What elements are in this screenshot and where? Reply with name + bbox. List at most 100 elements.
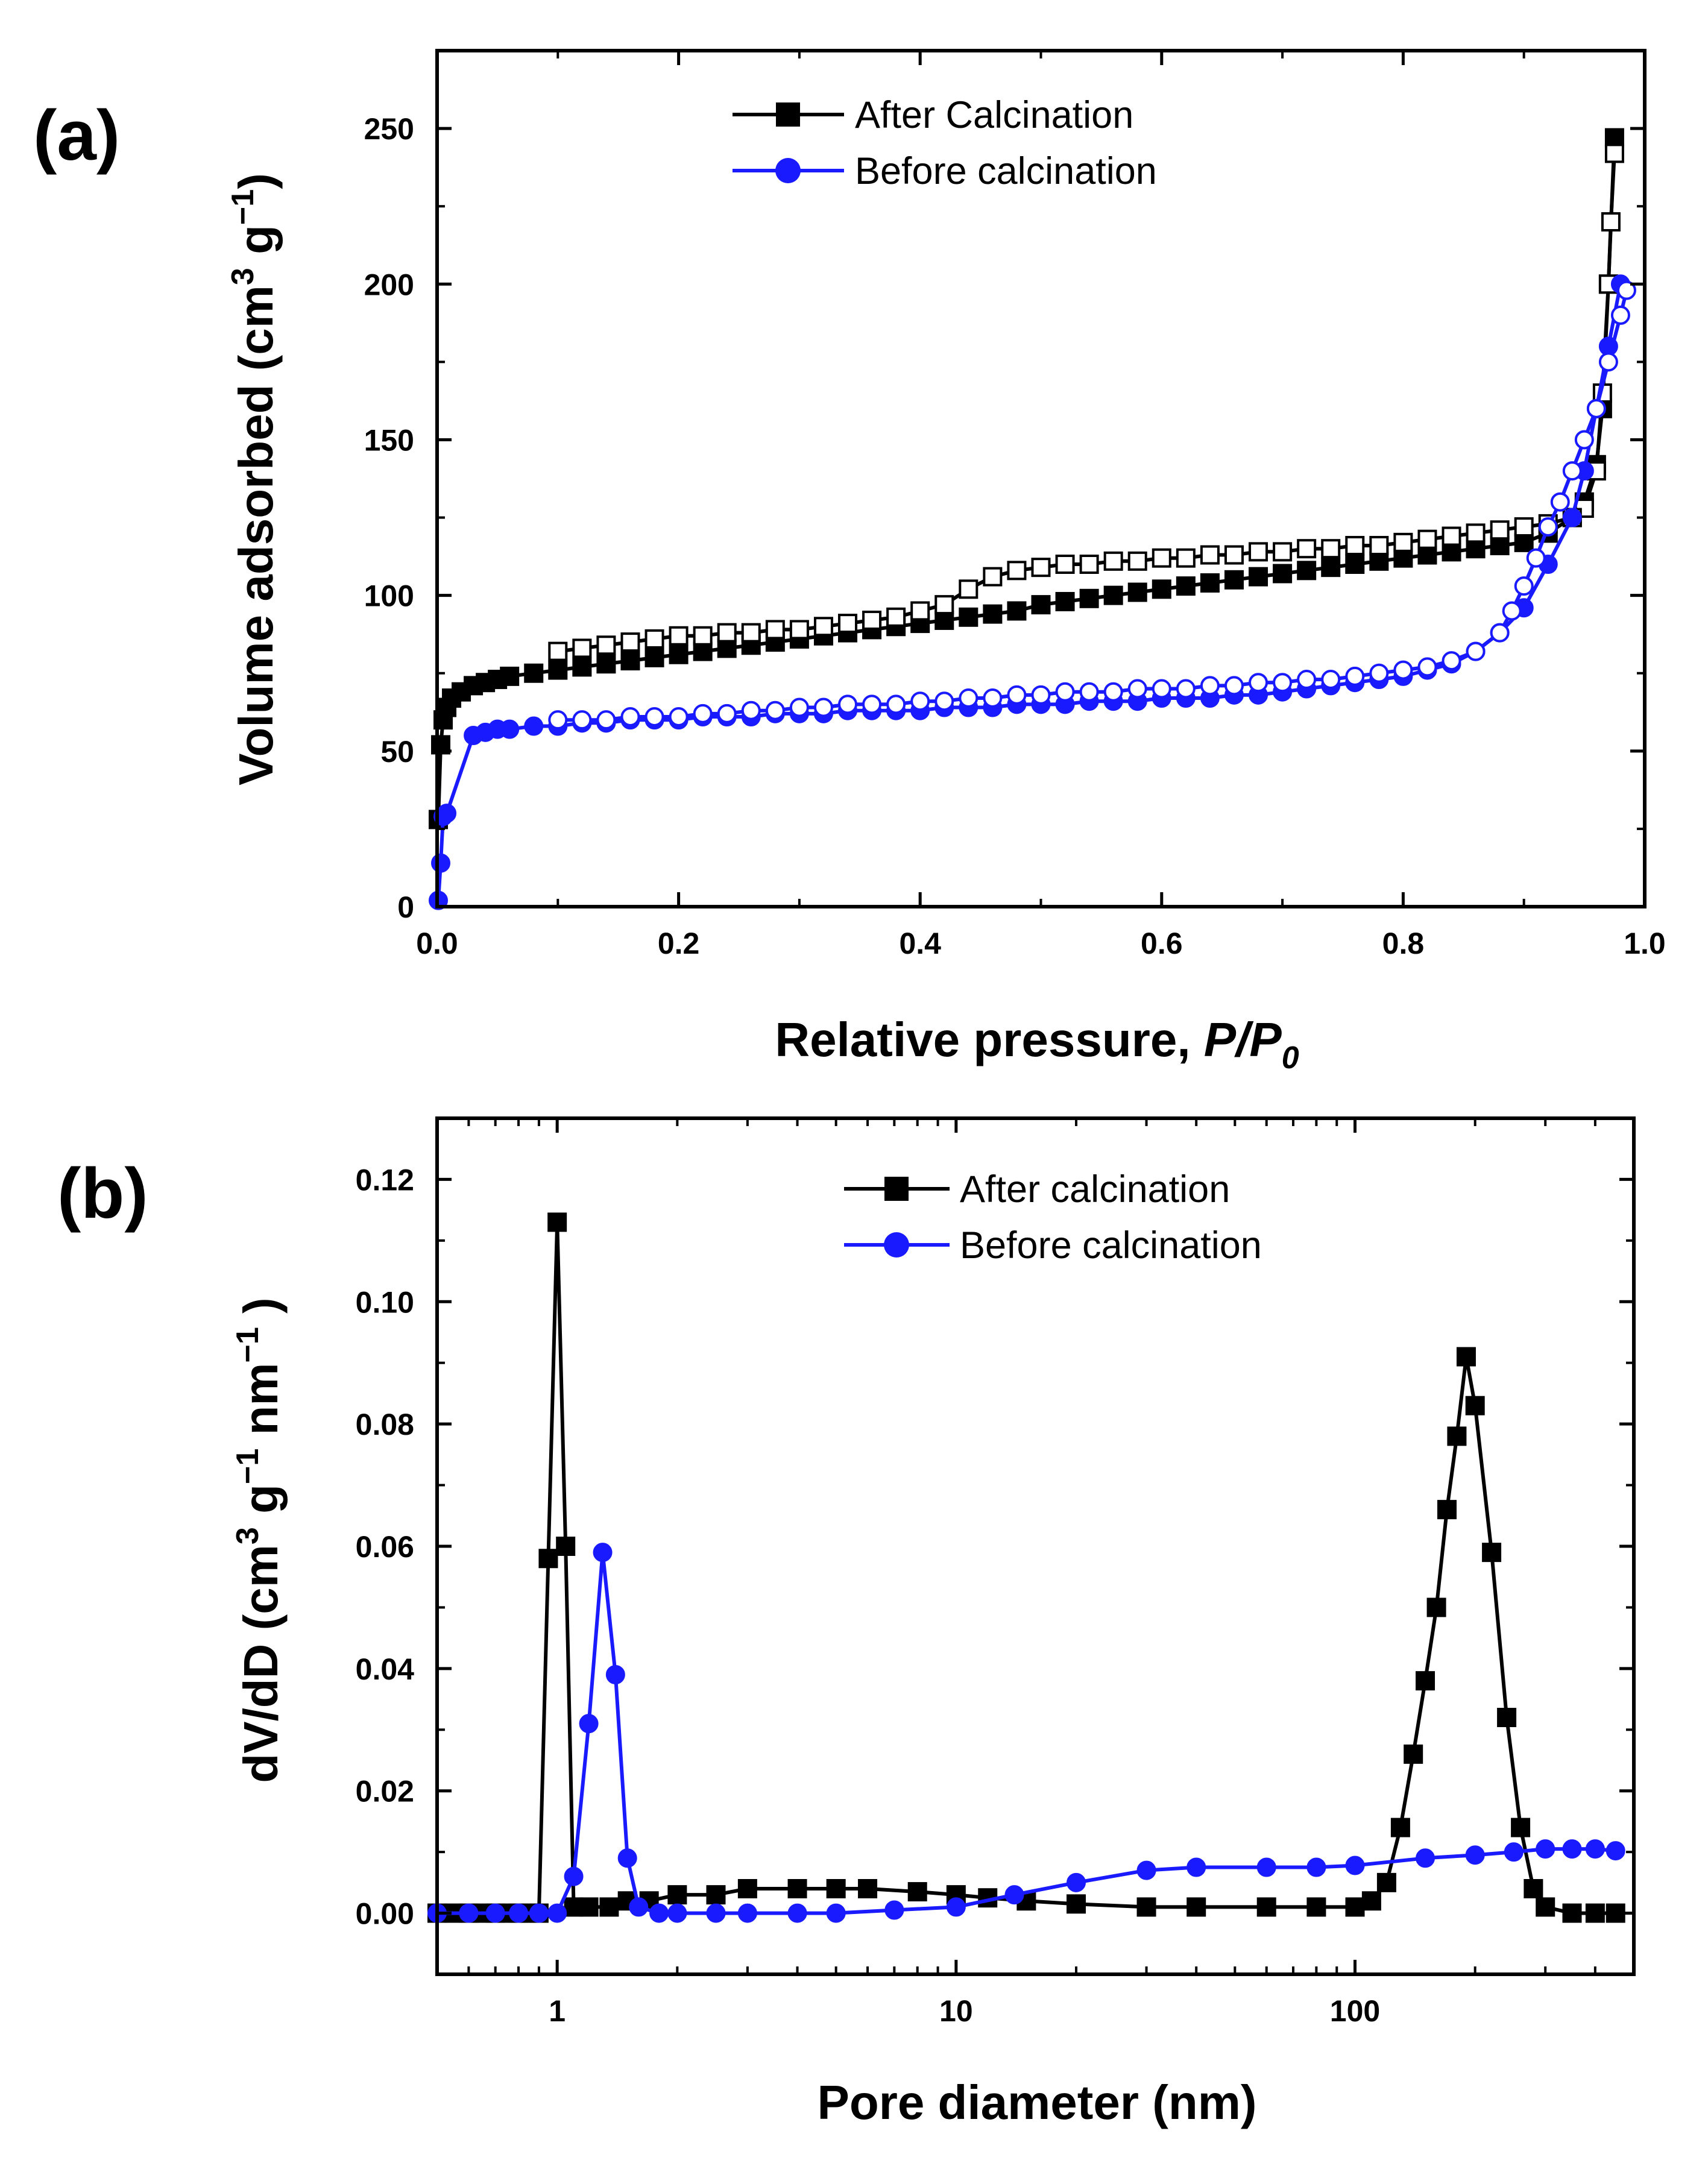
- data-point: [1442, 526, 1461, 546]
- data-point: [509, 1903, 529, 1923]
- data-point: [959, 688, 978, 708]
- data-point: [1321, 670, 1341, 690]
- data-point: [1426, 1598, 1446, 1617]
- data-point: [717, 638, 737, 658]
- data-point: [1007, 561, 1027, 581]
- data-point: [1031, 558, 1051, 578]
- x-tick-label: 0.6: [1141, 927, 1183, 960]
- data-point: [826, 1903, 846, 1923]
- data-point: [737, 1903, 757, 1923]
- data-point: [1224, 545, 1244, 565]
- data-point: [669, 644, 689, 664]
- data-point: [548, 641, 568, 661]
- data-point: [934, 610, 954, 630]
- data-point: [1004, 1885, 1024, 1905]
- panel-b-ylabel-mid2: nm: [234, 1363, 288, 1449]
- data-point: [765, 620, 785, 640]
- data-point: [1079, 588, 1099, 608]
- data-point: [1345, 555, 1365, 574]
- data-point: [1514, 576, 1534, 596]
- panel-b-legend: After calcination Before calcination: [844, 1168, 1262, 1267]
- panel-a-x-axis-title: Relative pressure, P/P0: [775, 1013, 1299, 1075]
- y-tick-label: 0.12: [356, 1163, 414, 1197]
- data-point: [693, 641, 713, 661]
- data-point: [706, 1885, 726, 1905]
- series-line: [436, 283, 1622, 901]
- panel-a-series-layer: [429, 128, 1636, 910]
- data-point: [524, 716, 544, 736]
- data-point: [1526, 548, 1546, 568]
- data-point: [596, 654, 616, 674]
- data-point: [644, 629, 664, 649]
- x-tick-label: 10: [939, 1994, 973, 2028]
- data-point: [596, 710, 616, 730]
- panel-a-ylabel-end: ): [229, 173, 283, 189]
- data-point: [1376, 1872, 1396, 1892]
- x-tick-label: 1.0: [1624, 927, 1666, 960]
- data-point: [813, 617, 833, 637]
- series-line: [437, 1550, 1616, 1915]
- x-tick-label: 0.8: [1382, 927, 1425, 960]
- y-tick-label: 150: [364, 423, 414, 457]
- data-point: [485, 1903, 505, 1923]
- panel-a-legend: After Calcination Before calcination: [733, 94, 1157, 192]
- data-point: [1067, 1894, 1086, 1914]
- data-point: [1249, 567, 1268, 587]
- data-point: [572, 710, 592, 730]
- data-point: [838, 614, 858, 634]
- data-point: [1511, 1818, 1531, 1837]
- data-point: [1369, 551, 1389, 571]
- data-point: [1497, 1708, 1517, 1727]
- y-tick-label: 250: [364, 112, 414, 146]
- panel-a-xlabel-main: Relative pressure,: [775, 1013, 1203, 1066]
- data-point: [1417, 657, 1437, 677]
- data-point: [644, 707, 664, 727]
- data-point: [1152, 579, 1171, 599]
- data-point: [1390, 1818, 1410, 1837]
- data-point: [1249, 673, 1268, 693]
- data-point: [1297, 539, 1317, 559]
- data-point: [1103, 682, 1123, 702]
- data-point: [548, 660, 568, 680]
- data-point: [1466, 641, 1486, 661]
- data-point: [1604, 143, 1624, 163]
- data-point: [1585, 1903, 1605, 1923]
- data-point: [644, 647, 664, 667]
- data-point: [1502, 601, 1522, 621]
- panel-a-legend-before-marker: [775, 158, 801, 183]
- data-point: [500, 719, 520, 739]
- panel-a-legend-after-label: After Calcination: [855, 94, 1133, 136]
- data-point: [1466, 523, 1486, 543]
- panel-b-legend-before-marker: [884, 1232, 909, 1258]
- data-point: [789, 697, 809, 717]
- data-point: [1538, 517, 1558, 537]
- data-point: [1152, 548, 1171, 568]
- data-point: [1417, 529, 1437, 549]
- data-point: [1416, 1671, 1435, 1691]
- data-point: [1103, 551, 1123, 571]
- data-point: [1361, 1891, 1381, 1911]
- data-point: [1585, 1839, 1605, 1859]
- x-tick-label: 0.2: [658, 927, 700, 960]
- data-point: [1514, 517, 1534, 537]
- data-point: [1562, 461, 1582, 481]
- data-point: [1616, 280, 1636, 300]
- panel-b: (b) 1 10 100 0.000.020.040.060.080.100.12 …: [57, 1116, 1636, 2129]
- data-point: [1442, 542, 1461, 562]
- data-point: [1393, 660, 1413, 680]
- data-point: [1297, 561, 1317, 581]
- y-tick-label: 200: [364, 268, 414, 301]
- data-point: [1369, 536, 1389, 556]
- data-point: [787, 1903, 807, 1923]
- data-point: [1273, 564, 1293, 584]
- data-point: [620, 632, 640, 652]
- data-point: [787, 1879, 807, 1898]
- data-point: [934, 691, 954, 711]
- panel-b-legend-after-label: After calcination: [960, 1168, 1230, 1210]
- data-point: [572, 657, 592, 677]
- data-point: [564, 1866, 584, 1886]
- panel-b-legend-before-label: Before calcination: [960, 1224, 1262, 1267]
- data-point: [1103, 585, 1123, 605]
- data-point: [983, 688, 1003, 708]
- data-point: [1550, 492, 1570, 512]
